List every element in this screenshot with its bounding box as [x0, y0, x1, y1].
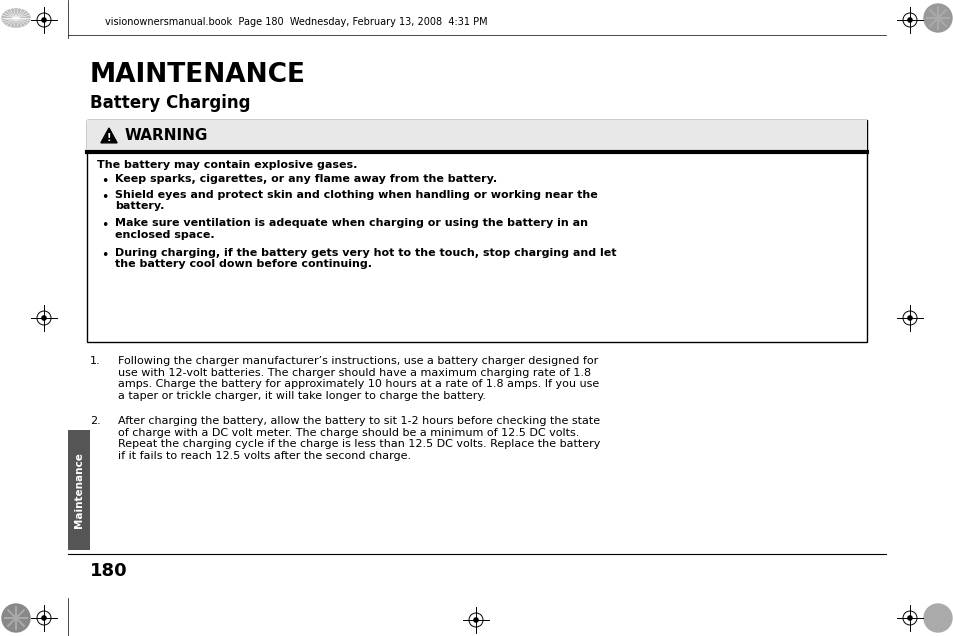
Text: After charging the battery, allow the battery to sit 1-2 hours before checking t: After charging the battery, allow the ba…: [118, 416, 599, 461]
Text: Battery Charging: Battery Charging: [90, 94, 251, 112]
Text: WARNING: WARNING: [125, 128, 208, 144]
Circle shape: [42, 18, 46, 22]
Text: Keep sparks, cigarettes, or any flame away from the battery.: Keep sparks, cigarettes, or any flame aw…: [115, 174, 497, 184]
Circle shape: [42, 316, 46, 320]
Text: •: •: [101, 219, 109, 233]
Text: 180: 180: [90, 562, 128, 580]
Circle shape: [923, 4, 951, 32]
Circle shape: [42, 616, 46, 620]
Circle shape: [907, 316, 911, 320]
Text: MAINTENANCE: MAINTENANCE: [90, 62, 306, 88]
Bar: [68, 430, 90, 550]
Bar: [87, 120, 866, 342]
Text: •: •: [101, 175, 109, 188]
Polygon shape: [101, 128, 117, 143]
Circle shape: [907, 616, 911, 620]
Text: Make sure ventilation is adequate when charging or using the battery in an
enclo: Make sure ventilation is adequate when c…: [115, 219, 587, 240]
Text: Following the charger manufacturer’s instructions, use a battery charger designe: Following the charger manufacturer’s ins…: [118, 356, 598, 401]
Text: •: •: [101, 249, 109, 261]
Circle shape: [923, 604, 951, 632]
Bar: [87, 120, 866, 152]
Text: 2.: 2.: [90, 416, 101, 426]
Text: During charging, if the battery gets very hot to the touch, stop charging and le: During charging, if the battery gets ver…: [115, 247, 616, 269]
Text: Maintenance: Maintenance: [74, 452, 84, 528]
Text: The battery may contain explosive gases.: The battery may contain explosive gases.: [97, 160, 357, 170]
Ellipse shape: [2, 9, 30, 27]
Text: Shield eyes and protect skin and clothing when handling or working near the
batt: Shield eyes and protect skin and clothin…: [115, 190, 598, 211]
Circle shape: [2, 604, 30, 632]
Circle shape: [474, 618, 477, 622]
Text: !: !: [107, 133, 112, 143]
Text: visionownersmanual.book  Page 180  Wednesday, February 13, 2008  4:31 PM: visionownersmanual.book Page 180 Wednesd…: [105, 17, 487, 27]
Text: •: •: [101, 191, 109, 204]
Circle shape: [907, 18, 911, 22]
Text: 1.: 1.: [90, 356, 100, 366]
